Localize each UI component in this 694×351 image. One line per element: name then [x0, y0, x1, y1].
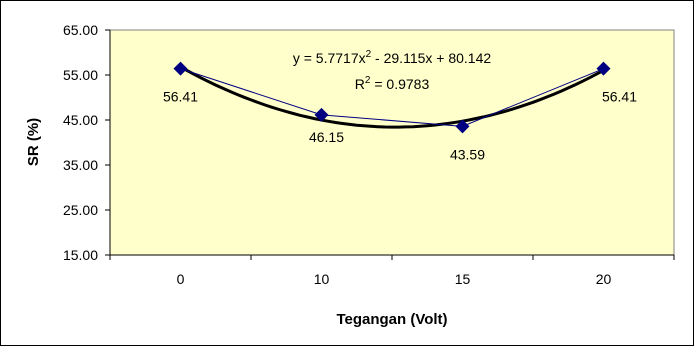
y-tick-label: 25.00	[63, 202, 98, 218]
plot-area	[109, 29, 675, 256]
y-tick-label: 55.00	[63, 67, 98, 83]
data-label: 46.15	[309, 129, 344, 145]
y-tick-label: 65.00	[63, 22, 98, 38]
trendline-equation-end: - 29.115x + 80.142	[371, 50, 491, 66]
x-tick-label: 20	[596, 271, 612, 287]
y-tick-label: 35.00	[63, 157, 98, 173]
x-tick-label: 10	[314, 271, 330, 287]
series-line	[180, 68, 604, 127]
r-squared-start: R	[355, 76, 365, 92]
trendline	[179, 65, 605, 129]
y-tick-label: 45.00	[63, 112, 98, 128]
x-tick-label: 15	[455, 271, 471, 287]
data-label: 43.59	[450, 146, 485, 162]
data-point	[173, 61, 188, 76]
y-axis-label: SR (%)	[25, 118, 42, 166]
data-label: 56.41	[602, 89, 637, 105]
trendline-equation-power: 2	[366, 49, 372, 60]
data-point	[455, 119, 470, 134]
x-tick-label: 0	[177, 271, 185, 287]
r-squared-end: = 0.9783	[370, 76, 429, 92]
y-tick-label: 15.00	[63, 247, 98, 263]
trendline-equation: y = 5.7717x2 - 29.115x + 80.142	[293, 49, 492, 66]
r-squared: R2 = 0.9783	[355, 75, 430, 92]
data-point	[314, 107, 329, 122]
x-axis-label: Tegangan (Volt)	[336, 311, 447, 328]
data-label: 56.41	[163, 89, 198, 105]
r-squared-power: 2	[365, 75, 371, 86]
trendline-equation-start: y = 5.7717x	[293, 50, 366, 66]
data-point	[596, 61, 611, 76]
